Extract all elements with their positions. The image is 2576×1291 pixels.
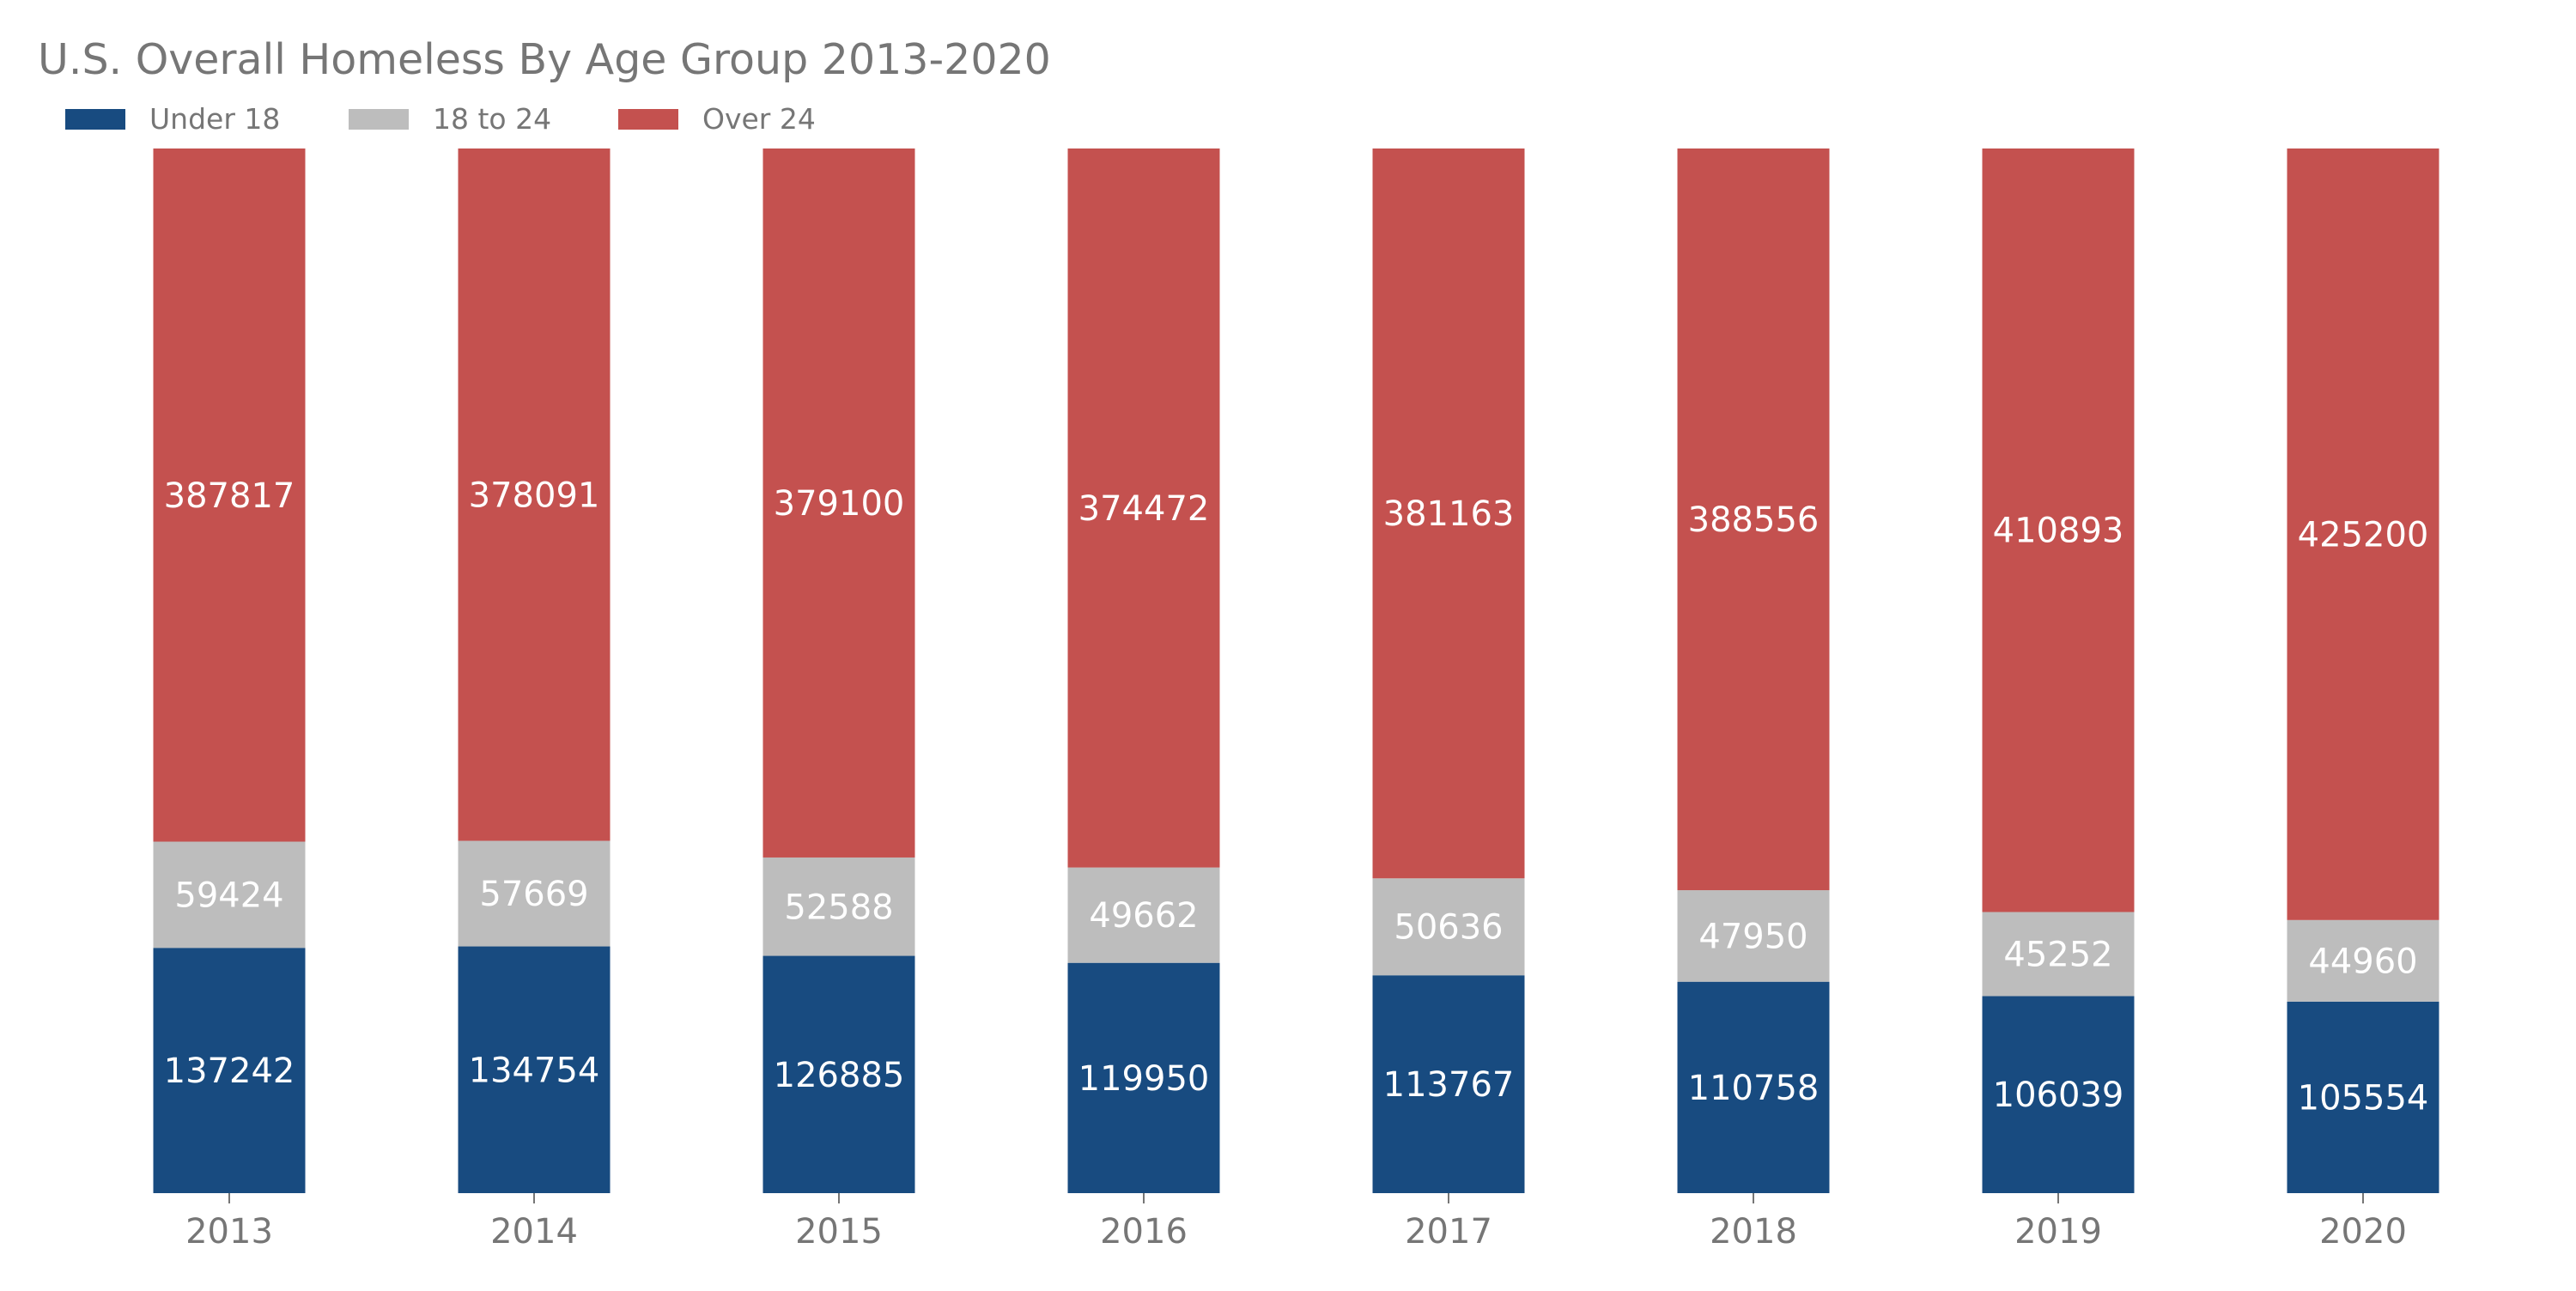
legend-swatch-over-24 xyxy=(618,109,678,130)
bar-18-to-24-2016 xyxy=(1067,867,1220,963)
bar-18-to-24-2013 xyxy=(153,841,306,949)
chart-title: U.S. Overall Homeless By Age Group 2013-… xyxy=(38,35,1051,84)
bar-over-24-2016 xyxy=(1067,148,1220,868)
bar-over-24-2013 xyxy=(153,148,306,842)
data-label-over-24-2018: 388556 xyxy=(1688,500,1820,540)
bar-under-18-2017 xyxy=(1372,975,1525,1193)
data-label-under-18-2016: 119950 xyxy=(1078,1059,1210,1099)
data-label-18-to-24-2019: 45252 xyxy=(2003,935,2112,974)
legend-swatch-18-to-24 xyxy=(349,109,409,130)
x-tick-label-2020: 2020 xyxy=(2319,1212,2407,1252)
x-tick-label-2017: 2017 xyxy=(1405,1212,1492,1252)
data-label-over-24-2019: 410893 xyxy=(1993,512,2124,551)
data-label-18-to-24-2018: 47950 xyxy=(1698,917,1807,956)
x-tick-label-2019: 2019 xyxy=(2014,1212,2102,1252)
x-tick-label-2016: 2016 xyxy=(1100,1212,1188,1252)
legend-label-over-24: Over 24 xyxy=(702,102,816,136)
bar-18-to-24-2015 xyxy=(762,857,915,956)
data-label-under-18-2019: 106039 xyxy=(1993,1076,2124,1115)
legend-label-18-to-24: 18 to 24 xyxy=(433,102,551,136)
x-tick-label-2013: 2013 xyxy=(185,1212,273,1252)
bar-under-18-2015 xyxy=(762,955,915,1193)
x-tick-label-2015: 2015 xyxy=(795,1212,883,1252)
data-label-under-18-2020: 105554 xyxy=(2298,1078,2429,1118)
bar-18-to-24-2019 xyxy=(1982,912,2135,997)
x-tick-label-2018: 2018 xyxy=(1710,1212,1797,1252)
bar-under-18-2014 xyxy=(458,946,611,1193)
bar-under-18-2013 xyxy=(153,948,306,1193)
bar-under-18-2016 xyxy=(1067,962,1220,1193)
legend-label-under-18: Under 18 xyxy=(149,102,280,136)
data-label-18-to-24-2016: 49662 xyxy=(1089,896,1198,936)
data-label-18-to-24-2020: 44960 xyxy=(2308,942,2417,981)
data-label-under-18-2015: 126885 xyxy=(774,1056,905,1095)
bar-18-to-24-2017 xyxy=(1372,878,1525,976)
bar-over-24-2015 xyxy=(762,148,915,858)
bar-over-24-2017 xyxy=(1372,148,1525,879)
data-label-under-18-2018: 110758 xyxy=(1688,1069,1820,1108)
x-axis: 2013 2014 2015 2016 2017 2018 2019 2020 xyxy=(185,1193,2407,1252)
data-label-over-24-2017: 381163 xyxy=(1383,494,1515,534)
data-label-over-24-2016: 374472 xyxy=(1078,489,1210,529)
bar-over-24-2019 xyxy=(1982,148,2135,912)
data-label-18-to-24-2013: 59424 xyxy=(174,876,283,915)
bar-18-to-24-2018 xyxy=(1677,890,1830,982)
data-label-over-24-2015: 379100 xyxy=(774,484,905,524)
bar-over-24-2014 xyxy=(458,148,611,841)
bar-18-to-24-2020 xyxy=(2287,919,2439,1002)
data-label-18-to-24-2015: 52588 xyxy=(784,888,893,927)
bars-group: 137242 59424 387817 134754 57669 378091 126885… xyxy=(153,148,2439,1193)
data-label-18-to-24-2017: 50636 xyxy=(1394,908,1503,948)
legend: Under 18 18 to 24 Over 24 xyxy=(65,102,816,136)
data-label-over-24-2020: 425200 xyxy=(2298,515,2429,555)
data-label-over-24-2014: 378091 xyxy=(469,476,600,515)
data-label-under-18-2017: 113767 xyxy=(1383,1065,1515,1105)
bar-under-18-2020 xyxy=(2287,1001,2439,1193)
bar-18-to-24-2014 xyxy=(458,840,611,947)
legend-swatch-under-18 xyxy=(65,109,125,130)
data-label-under-18-2013: 137242 xyxy=(164,1052,295,1091)
data-label-under-18-2014: 134754 xyxy=(469,1051,600,1090)
data-label-over-24-2013: 387817 xyxy=(164,476,295,516)
bar-under-18-2019 xyxy=(1982,996,2135,1193)
x-tick-label-2014: 2014 xyxy=(490,1212,578,1252)
bar-under-18-2018 xyxy=(1677,981,1830,1193)
data-label-18-to-24-2014: 57669 xyxy=(479,875,588,914)
bar-over-24-2020 xyxy=(2287,148,2439,920)
bar-over-24-2018 xyxy=(1677,148,1830,891)
